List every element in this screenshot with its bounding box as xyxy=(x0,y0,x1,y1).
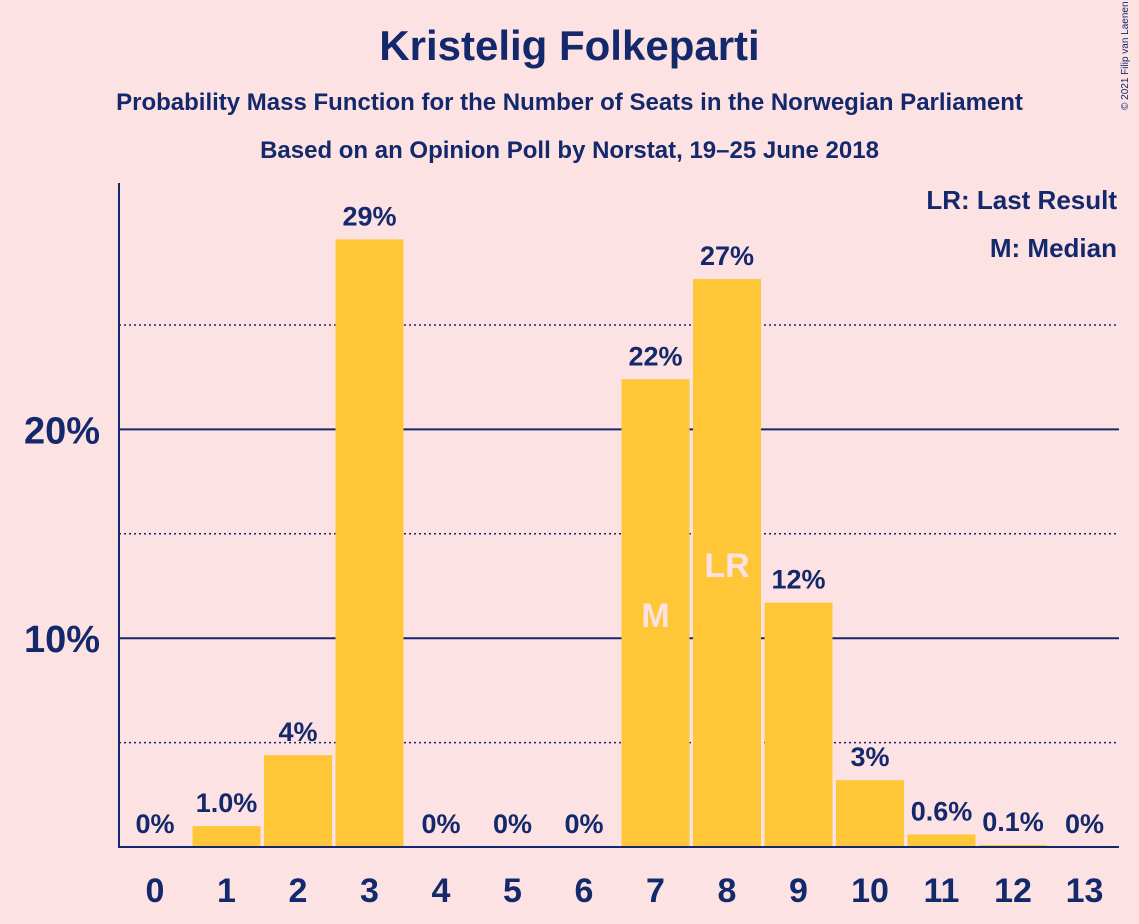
x-tick-label: 11 xyxy=(924,872,960,910)
data-label: 1.0% xyxy=(196,788,258,818)
bar-marker-m: M xyxy=(641,597,669,635)
y-tick-label: 20% xyxy=(24,410,100,452)
data-label: 0% xyxy=(1065,809,1104,839)
bar-marker-lr: LR xyxy=(704,547,749,585)
x-tick-label: 10 xyxy=(851,872,889,910)
chart-source-line: Based on an Opinion Poll by Norstat, 19–… xyxy=(260,137,879,164)
data-label: 0% xyxy=(493,809,532,839)
x-tick-label: 1 xyxy=(217,872,236,910)
bar xyxy=(979,844,1047,847)
bar xyxy=(192,826,261,847)
x-tick-label: 13 xyxy=(1066,872,1104,910)
bar xyxy=(836,780,904,847)
bar xyxy=(264,755,332,847)
x-tick-label: 12 xyxy=(994,872,1032,910)
bar xyxy=(693,279,761,848)
legend-entry: M: Median xyxy=(990,233,1117,263)
chart-title: Kristelig Folkeparti xyxy=(379,22,760,69)
x-tick-label: 5 xyxy=(503,872,522,910)
data-label: 22% xyxy=(628,341,682,371)
data-label: 27% xyxy=(700,241,754,271)
data-label: 0.6% xyxy=(911,796,973,826)
data-label: 3% xyxy=(850,742,889,772)
y-tick-label: 10% xyxy=(24,619,100,661)
x-tick-label: 4 xyxy=(432,872,451,910)
bar xyxy=(764,602,833,847)
data-label: 4% xyxy=(278,717,317,747)
x-tick-label: 2 xyxy=(289,872,308,910)
chart-subtitle: Probability Mass Function for the Number… xyxy=(116,89,1023,116)
bar xyxy=(335,239,404,847)
x-tick-label: 7 xyxy=(646,872,665,910)
data-label: 0.1% xyxy=(982,807,1044,837)
x-tick-label: 0 xyxy=(146,872,165,910)
data-label: 29% xyxy=(342,201,396,231)
x-tick-label: 9 xyxy=(789,872,808,910)
data-label: 0% xyxy=(564,809,603,839)
bar xyxy=(907,834,976,847)
data-label: 0% xyxy=(135,809,174,839)
legend-entry: LR: Last Result xyxy=(926,185,1117,215)
x-tick-label: 6 xyxy=(575,872,594,910)
data-label: 12% xyxy=(771,565,825,595)
x-tick-label: 3 xyxy=(360,872,379,910)
x-tick-label: 8 xyxy=(718,872,737,910)
bar xyxy=(621,379,690,847)
data-label: 0% xyxy=(421,809,460,839)
